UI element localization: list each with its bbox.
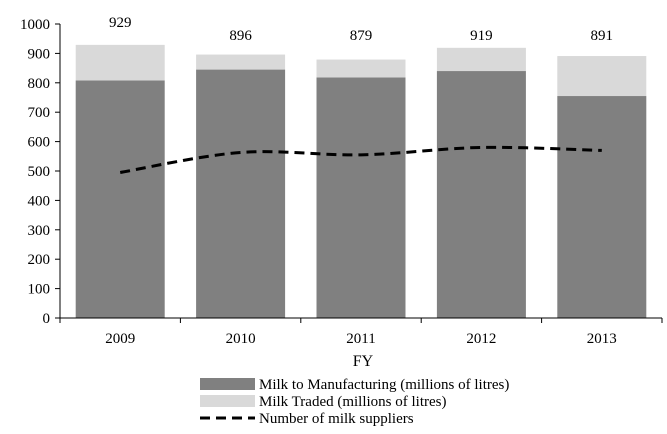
supplier-count-line	[119, 145, 602, 174]
bar-manufacturing-2009	[75, 80, 165, 318]
bar-manufacturing-2010	[196, 69, 286, 318]
legend-label: Milk to Manufacturing (millions of litre…	[259, 377, 509, 393]
y-tick-label: 200	[28, 252, 51, 268]
y-tick-label: 900	[28, 46, 51, 62]
y-tick-label: 100	[28, 282, 51, 298]
total-label-2011: 879	[350, 28, 373, 44]
bar-traded-2009	[75, 44, 165, 81]
total-label-2012: 919	[470, 28, 493, 44]
legend-label: Milk Traded (millions of litres)	[259, 394, 447, 410]
y-tick-label: 300	[28, 223, 51, 239]
y-tick-label: 700	[28, 105, 51, 121]
x-axis-title: FY	[353, 353, 374, 370]
x-tick-label: 2009	[105, 331, 135, 347]
total-label-2009: 929	[109, 15, 132, 31]
bar-traded-2013	[557, 56, 647, 97]
x-tick-label: 2011	[346, 331, 375, 347]
total-label-2013: 891	[591, 28, 614, 44]
legend-swatch-manufacturing	[200, 378, 255, 390]
y-tick-label: 800	[28, 76, 51, 92]
x-tick-label: 2010	[226, 331, 256, 347]
y-tick-label: 1000	[20, 17, 50, 33]
total-label-2010: 896	[229, 28, 252, 44]
bar-traded-2012	[436, 47, 526, 72]
bar-manufacturing-2011	[316, 77, 406, 319]
legend-label: Number of milk suppliers	[259, 411, 414, 427]
y-tick-label: 400	[28, 193, 51, 209]
y-tick-label: 0	[43, 311, 51, 327]
bar-manufacturing-2013	[557, 96, 647, 318]
y-tick-label: 600	[28, 135, 51, 151]
x-tick-label: 2013	[587, 331, 617, 347]
bar-traded-2010	[196, 54, 286, 70]
legend-swatch-traded	[200, 395, 255, 407]
supplier-line-group	[119, 145, 602, 174]
bars-group	[75, 44, 647, 319]
bar-manufacturing-2012	[436, 71, 526, 318]
y-tick-label: 500	[28, 164, 51, 180]
labels-group: 929 896 879 919 891	[109, 15, 613, 44]
axes-group: 0 100 200 300 400 500 600 700 800 900 1000 2009 2010…	[20, 17, 663, 347]
legend: Milk to Manufacturing (millions of litre…	[200, 377, 509, 427]
bar-traded-2011	[316, 59, 406, 78]
x-tick-label: 2012	[466, 331, 496, 347]
